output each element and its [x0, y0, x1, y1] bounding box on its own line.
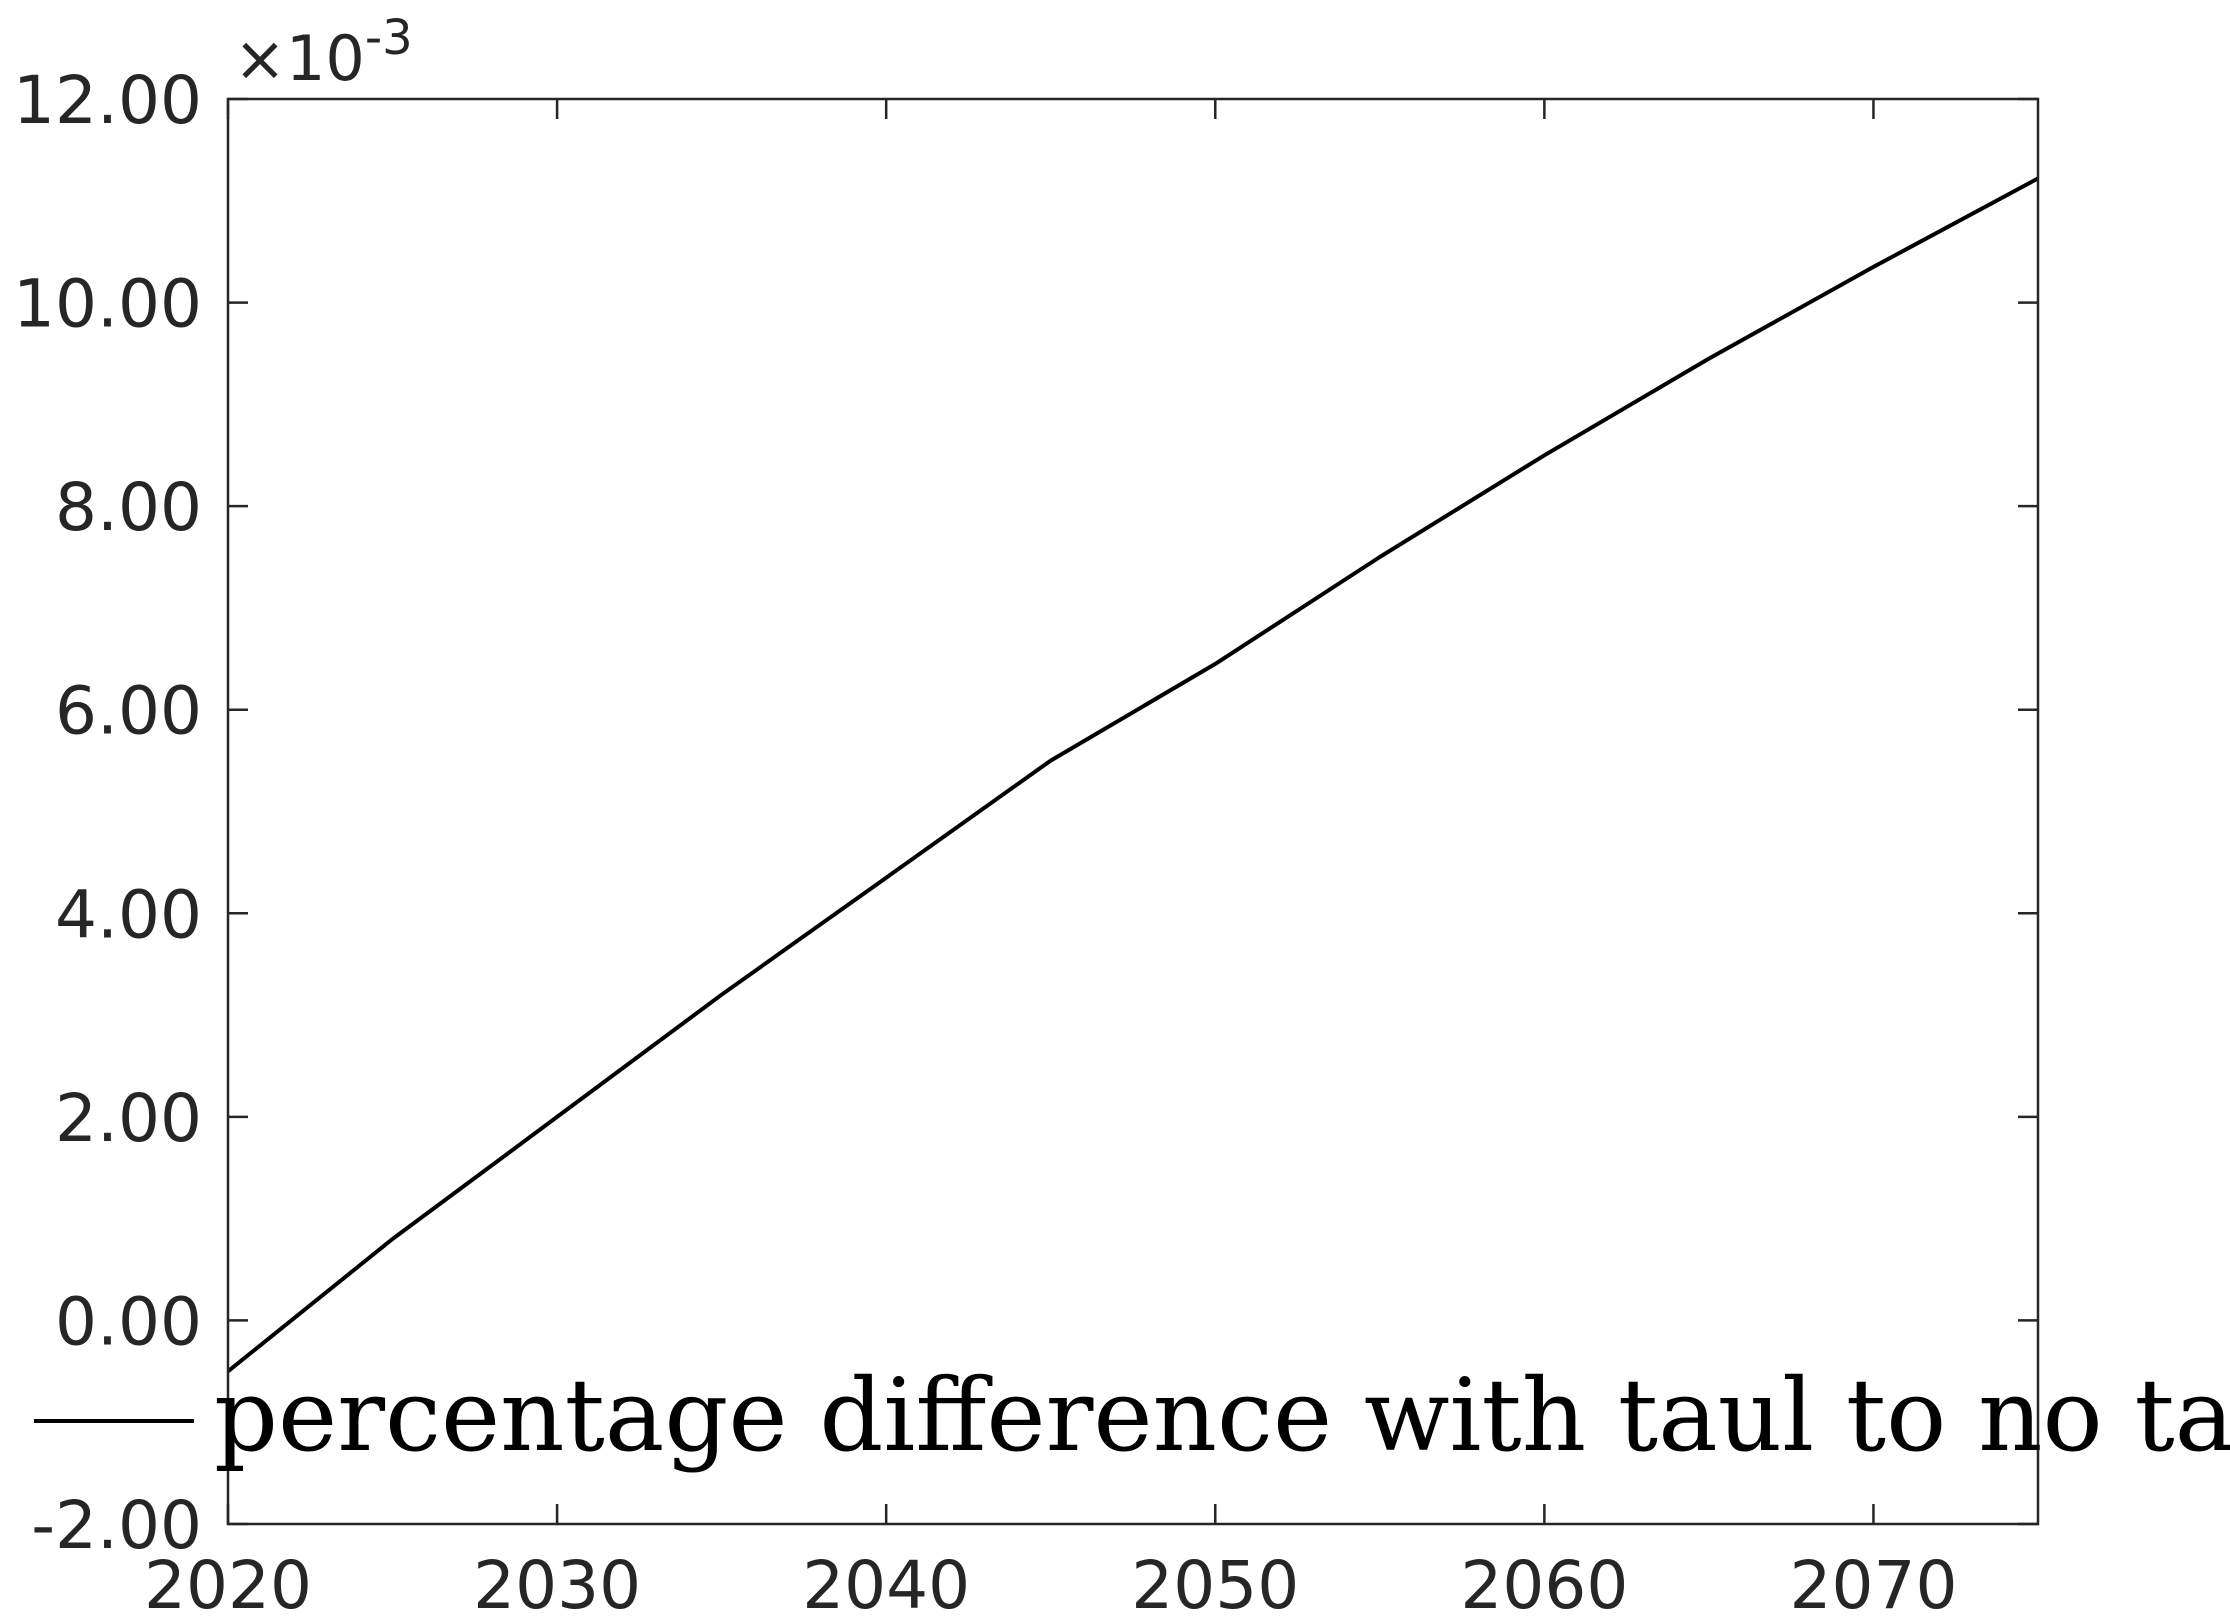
x-tick-label: 2020	[144, 1547, 312, 1622]
tick-labels: 2020 2030 2040 2050 2060 2070 -2.00 0.00 2.00 4.0…	[13, 62, 1957, 1622]
x-tick-label: 2070	[1789, 1547, 1957, 1622]
y-tick-label: 4.00	[55, 876, 202, 953]
series-layer	[226, 176, 2039, 1373]
axis-ticks	[226, 97, 2038, 1526]
y-tick-label: 6.00	[55, 673, 202, 750]
y-tick-label: 12.00	[13, 62, 202, 139]
x-tick-label: 2040	[802, 1547, 970, 1622]
y-tick-label: 10.00	[13, 266, 202, 343]
y-exponent-power: -3	[365, 10, 413, 66]
y-exponent-label: ×10-3	[234, 10, 413, 95]
y-tick-label: 0.00	[55, 1283, 202, 1360]
y-tick-label: -2.00	[31, 1487, 202, 1564]
legend-label: percentage difference with taul to no ta…	[214, 1357, 2230, 1474]
series-line	[226, 176, 2039, 1373]
y-tick-label: 2.00	[55, 1080, 202, 1157]
y-exponent-base: ×10	[234, 22, 365, 95]
x-tick-label: 2030	[473, 1547, 641, 1622]
y-tick-label: 8.00	[55, 469, 202, 546]
legend: percentage difference with taul to no ta…	[34, 1357, 2230, 1474]
x-tick-label: 2060	[1460, 1547, 1628, 1622]
x-tick-label: 2050	[1131, 1547, 1299, 1622]
plot-frame	[226, 97, 2040, 1526]
